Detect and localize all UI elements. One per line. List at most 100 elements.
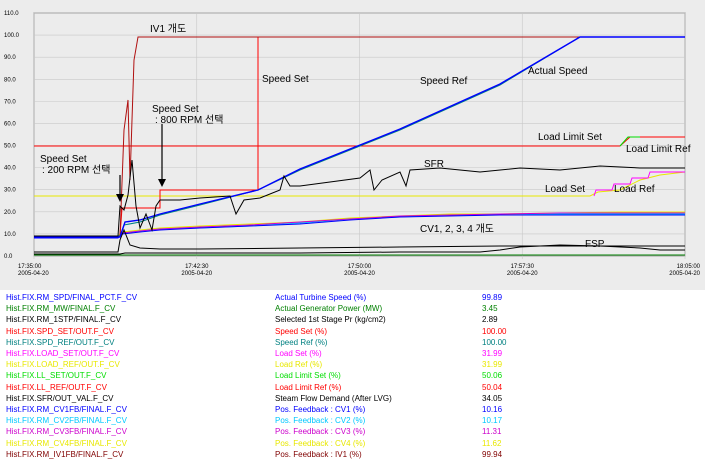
- legend-desc: Actual Turbine Speed (%): [275, 293, 367, 302]
- legend-value: 31.99: [482, 349, 503, 358]
- trace-cv-magenta: [34, 212, 685, 238]
- legend-tag: Hist.FIX.RM_CV2FB/FINAL.F_CV: [6, 416, 127, 426]
- y-tick-label: 10.0: [4, 232, 16, 238]
- y-tick-label: 20.0: [4, 210, 16, 216]
- label-speed-ref: Speed Ref: [420, 76, 467, 87]
- legend-desc: Load Ref (%): [275, 360, 323, 370]
- x-tick-time: 17:42:30: [185, 264, 209, 270]
- legend-tag: Hist.FIX.RM_SPD/FINAL_PCT.F_CV: [6, 293, 138, 302]
- trace-iv1: [34, 36, 685, 237]
- legend-desc: Pos. Feedback : IV1 (%): [275, 449, 362, 459]
- y-tick-label: 80.0: [4, 77, 16, 83]
- y-tick-label: 90.0: [4, 55, 16, 61]
- legend-desc: Steam Flow Demand (After LVG): [275, 393, 392, 403]
- legend-value: 34.05: [482, 393, 503, 403]
- label-sfr: SFR: [424, 159, 444, 170]
- y-tick-label: 60.0: [4, 121, 16, 127]
- legend-desc: Pos. Feedback : CV1 (%): [275, 405, 366, 414]
- legend-desc: Load Limit Ref (%): [275, 382, 342, 392]
- legend-row[interactable]: Hist.FIX.SPD_REF/OUT.F_CV Speed Ref (%) 10…: [0, 337, 705, 348]
- legend-value: 99.94: [482, 449, 503, 459]
- legend-tag: Hist.FIX.LOAD_SET/OUT.F_CV: [6, 349, 120, 358]
- legend-tag: Hist.FIX.LOAD_REF/OUT.F_CV: [6, 360, 120, 370]
- arrow-800rpm: [158, 124, 166, 187]
- legend-tag: Hist.FIX.RM_CV3FB/FINAL.F_CV: [6, 427, 127, 437]
- trend-plot[interactable]: 0.0 10.0 20.0 30.0 40.0 50.0 60.0 70.0 80.0 90.0 1…: [0, 0, 705, 290]
- label-load-limit-set: Load Limit Set: [538, 132, 602, 143]
- legend-row[interactable]: Hist.FIX.RM_IV1FB/FINAL.F_CV Pos. Feedbac…: [0, 449, 705, 460]
- legend-row[interactable]: Hist.FIX.SFR/OUT_VAL.F_CV Steam Flow Dema…: [0, 393, 705, 404]
- legend-row[interactable]: Hist.FIX.RM_1STP/FINAL.F_CV Selected 1st …: [0, 314, 705, 325]
- trace-load-limit-ref: [34, 136, 685, 147]
- legend-row[interactable]: Hist.FIX.LOAD_REF/OUT.F_CV Load Ref (%) 31…: [0, 359, 705, 370]
- y-tick-label: 40.0: [4, 166, 16, 172]
- trace-cv-blue: [34, 214, 685, 239]
- trace-fsp: [34, 244, 685, 255]
- legend-tag: Hist.FIX.RM_IV1FB/FINAL.F_CV: [6, 449, 124, 459]
- legend-row[interactable]: Hist.FIX.RM_MW/FINAL.F_CV Actual Generato…: [0, 303, 705, 314]
- legend-value: 50.06: [482, 371, 503, 381]
- x-tick-date: 2005-04-20: [507, 271, 538, 277]
- legend-desc: Selected 1st Stage Pr (kg/cm2): [275, 315, 386, 325]
- arrow-200rpm: [116, 175, 124, 202]
- legend-row[interactable]: Hist.FIX.LOAD_SET/OUT.F_CV Load Set (%) 31…: [0, 348, 705, 359]
- legend-tag: Hist.FIX.SFR/OUT_VAL.F_CV: [6, 393, 114, 403]
- legend-value: 2.89: [482, 315, 498, 325]
- x-tick-time: 17:35:00: [18, 264, 42, 270]
- x-tick-time: 17:50:00: [348, 264, 372, 270]
- legend-value: 10.17: [482, 416, 503, 426]
- legend-tag: Hist.FIX.RM_CV4FB/FINAL.F_CV: [6, 438, 127, 448]
- legend-row[interactable]: Hist.FIX.RM_CV1FB/FINAL.F_CV Pos. Feedbac…: [0, 404, 705, 415]
- legend-value: 11.31: [482, 427, 502, 437]
- legend-row[interactable]: Hist.FIX.SPD_SET/OUT.F_CV Speed Set (%) 10…: [0, 326, 705, 337]
- legend-value: 31.99: [482, 360, 503, 370]
- label-speed-set-200-1: Speed Set: [40, 154, 87, 165]
- legend-tag: Hist.FIX.RM_1STP/FINAL.F_CV: [6, 315, 122, 325]
- legend-desc: Pos. Feedback : CV3 (%): [275, 427, 366, 437]
- legend-row[interactable]: Hist.FIX.RM_SPD/FINAL_PCT.F_CV Actual Tur…: [0, 292, 705, 303]
- x-tick-date: 2005-04-20: [669, 271, 700, 277]
- legend-tag: Hist.FIX.SPD_REF/OUT.F_CV: [6, 337, 115, 347]
- y-tick-label: 110.0: [4, 11, 19, 17]
- label-speed-set-800-1: Speed Set: [152, 104, 199, 115]
- legend-tag: Hist.FIX.LL_REF/OUT.F_CV: [6, 382, 107, 392]
- legend-value: 3.45: [482, 304, 498, 314]
- legend-row[interactable]: Hist.FIX.LL_REF/OUT.F_CV Load Limit Ref (…: [0, 382, 705, 393]
- legend-table: Hist.FIX.RM_SPD/FINAL_PCT.F_CV Actual Tur…: [0, 292, 705, 459]
- label-cv: CV1, 2, 3, 4 개도: [420, 223, 494, 235]
- legend-value: 10.16: [482, 405, 503, 414]
- y-axis: 0.0 10.0 20.0 30.0 40.0 50.0 60.0 70.0 80.0 90.0 1…: [4, 11, 20, 260]
- legend-row[interactable]: Hist.FIX.RM_CV4FB/FINAL.F_CV Pos. Feedbac…: [0, 438, 705, 449]
- legend-tag: Hist.FIX.RM_CV1FB/FINAL.F_CV: [6, 405, 127, 414]
- legend-desc: Speed Ref (%): [275, 337, 328, 347]
- y-tick-label: 70.0: [4, 99, 16, 105]
- x-tick-time: 17:57:30: [511, 264, 535, 270]
- legend-value: 11.62: [482, 438, 502, 448]
- label-fsp: FSP: [585, 239, 605, 250]
- legend-row[interactable]: Hist.FIX.RM_CV3FB/FINAL.F_CV Pos. Feedbac…: [0, 426, 705, 437]
- x-tick-date: 2005-04-20: [344, 271, 375, 277]
- legend-value: 99.89: [482, 293, 503, 302]
- legend-desc: Speed Set (%): [275, 326, 328, 336]
- legend-tag: Hist.FIX.SPD_SET/OUT.F_CV: [6, 326, 115, 336]
- y-tick-label: 100.0: [4, 33, 20, 39]
- legend-row[interactable]: Hist.FIX.LL_SET/OUT.F_CV Load Limit Set (…: [0, 370, 705, 381]
- legend-desc: Load Set (%): [275, 349, 322, 358]
- label-iv1: IV1 개도: [150, 23, 186, 35]
- x-tick-date: 2005-04-20: [18, 271, 49, 277]
- trend-chart[interactable]: 0.0 10.0 20.0 30.0 40.0 50.0 60.0 70.0 80.0 90.0 1…: [0, 0, 705, 290]
- x-axis: 17:35:002005-04-2017:42:302005-04-2017:5…: [18, 264, 701, 277]
- legend-desc: Actual Generator Power (MW): [275, 304, 383, 314]
- x-tick-time: 18:05:00: [677, 264, 701, 270]
- label-speed-set-800-2: : 800 RPM 선택: [155, 114, 223, 126]
- label-actual-speed: Actual Speed: [528, 66, 588, 77]
- label-load-set: Load Set: [545, 184, 585, 195]
- trace-load-limit-set: [619, 136, 640, 147]
- legend-desc: Pos. Feedback : CV4 (%): [275, 438, 366, 448]
- legend-desc: Pos. Feedback : CV2 (%): [275, 416, 366, 426]
- trace-1st-stage: [34, 228, 685, 253]
- legend-row[interactable]: Hist.FIX.RM_CV2FB/FINAL.F_CV Pos. Feedbac…: [0, 415, 705, 426]
- y-tick-label: 50.0: [4, 144, 16, 150]
- label-speed-set-200-2: : 200 RPM 선택: [42, 164, 110, 176]
- trace-load-set: [593, 171, 685, 197]
